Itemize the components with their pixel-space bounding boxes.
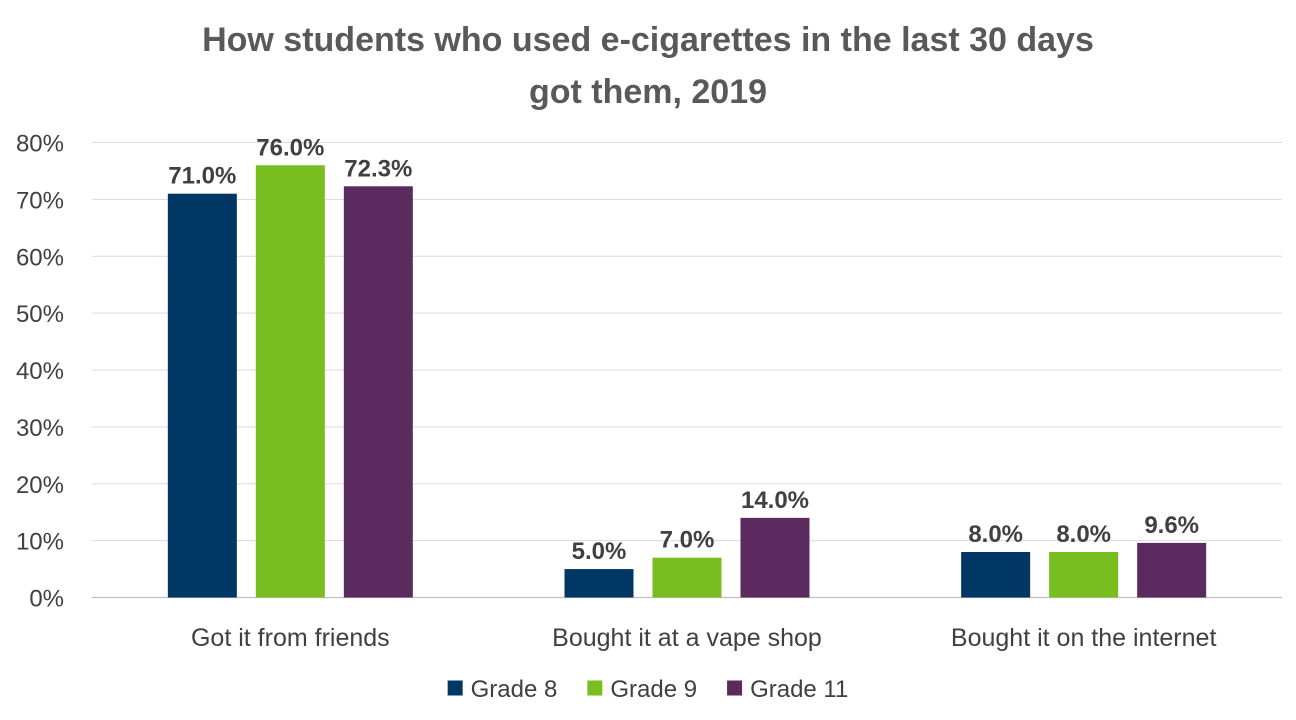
bar [167,193,237,598]
y-tick-label: 60% [16,244,64,271]
data-label: 72.3% [344,155,412,182]
y-tick-label: 40% [16,358,64,385]
bar [740,517,810,598]
y-tick-label: 0% [29,586,64,613]
legend-swatch [727,680,743,696]
data-label: 71.0% [168,163,236,190]
data-label: 7.0% [660,527,715,554]
y-tick-label: 80% [16,131,64,158]
legend-swatch [587,680,603,696]
data-labels: 71.0% 76.0% 72.3% 5.0% 7.0% 14.0% 8.0% 8.0% 9.6% [168,134,1199,565]
x-category-label: Bought it on the internet [951,624,1217,652]
bars [167,165,1207,598]
chart-title-line-1: How students who used e-cigarettes in th… [202,21,1094,59]
data-label: 8.0% [968,521,1023,548]
chart-title-line-2: got them, 2019 [529,73,767,111]
legend: Grade 8 Grade 9 Grade 11 [447,676,848,703]
data-label: 14.0% [741,487,809,514]
y-tick-label: 70% [16,187,64,214]
data-label: 76.0% [256,134,324,161]
y-tick-label: 50% [16,301,64,328]
data-label: 8.0% [1056,521,1111,548]
x-category-label: Bought it at a vape shop [552,624,822,652]
bar [652,557,722,598]
y-tick-label: 10% [16,529,64,556]
y-tick-label: 30% [16,415,64,442]
x-category-label: Got it from friends [191,624,390,652]
y-tick-label: 20% [16,472,64,499]
y-axis-tick-labels: 0% 10% 20% 30% 40% 50% 60% 70% 80% [16,131,64,613]
bar [564,569,634,598]
bar [1049,552,1119,598]
data-label: 9.6% [1144,512,1199,539]
legend-swatch [447,680,463,696]
bar [961,552,1031,598]
legend-label: Grade 9 [610,676,697,703]
chart-title: How students who used e-cigarettes in th… [202,21,1094,111]
legend-label: Grade 11 [750,676,848,703]
bar [255,165,325,598]
legend-label: Grade 8 [471,676,558,703]
x-axis-category-labels: Got it from friends Bought it at a vape s… [191,624,1216,652]
data-label: 5.0% [572,538,627,565]
bar [343,186,413,598]
bar [1137,542,1207,598]
